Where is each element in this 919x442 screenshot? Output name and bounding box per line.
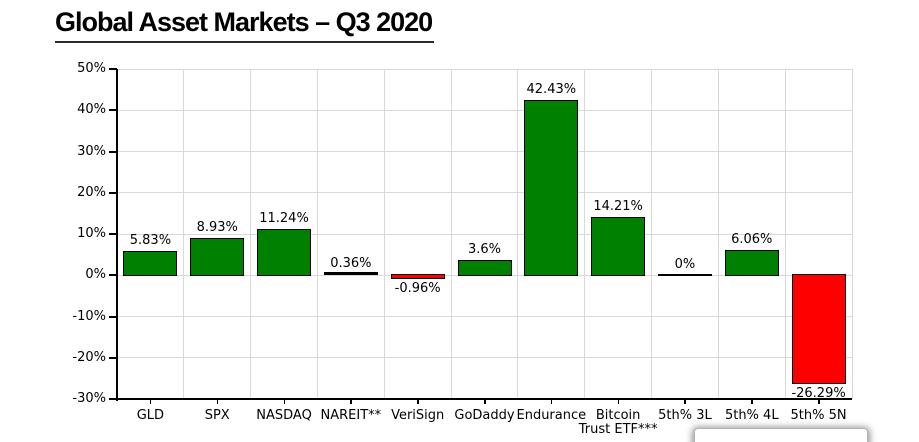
y-axis-tick: [109, 356, 117, 359]
x-category-label: SPX: [204, 408, 230, 423]
bar-value-label: 11.24%: [259, 210, 309, 226]
v-gridline: [517, 69, 519, 399]
bar-value-label: 6.06%: [731, 232, 773, 248]
x-category-label: NAREIT**: [320, 408, 382, 423]
x-axis-tick: [617, 399, 620, 404]
y-axis-label: 20%: [77, 184, 106, 200]
bar-endurance[interactable]: [524, 100, 579, 277]
h-gridline: [117, 357, 852, 359]
bar-gld[interactable]: [123, 251, 178, 277]
bar-spx[interactable]: [190, 238, 245, 277]
y-axis-tick: [109, 233, 117, 235]
v-gridline: [651, 69, 653, 399]
y-axis-label: 30%: [77, 143, 106, 159]
v-gridline: [851, 69, 853, 399]
x-axis-tick: [684, 399, 686, 404]
bar-value-label: 0.36%: [330, 255, 372, 271]
v-gridline: [717, 69, 719, 399]
y-axis-tick: [109, 109, 117, 112]
x-category-label: GLD: [136, 408, 165, 423]
bar-value-label: 0%: [674, 257, 696, 273]
bar-bitcoin-trust-etf[interactable]: [591, 216, 646, 277]
bar-value-label: 8.93%: [196, 220, 238, 236]
chart-title: Global Asset Markets – Q3 2020: [55, 6, 435, 43]
bar-nareit[interactable]: [323, 272, 378, 276]
y-axis-label: -30%: [72, 391, 106, 406]
v-gridline: [250, 69, 252, 399]
y-axis-label: 50%: [77, 61, 106, 76]
y-axis-label: -20%: [72, 349, 106, 365]
bar-godaddy[interactable]: [457, 260, 512, 277]
y-axis-tick: [109, 274, 117, 277]
bar-value-label: -26.29%: [791, 385, 846, 401]
h-gridline: [117, 233, 852, 235]
x-axis-tick: [751, 399, 753, 404]
bar-verisign[interactable]: [390, 274, 445, 280]
x-axis-tick: [149, 399, 152, 404]
x-category-label: GoDaddy: [454, 408, 515, 423]
x-axis-tick: [283, 399, 286, 404]
bar-value-label: -0.96%: [394, 281, 441, 297]
y-axis-tick: [109, 398, 117, 400]
x-axis-tick: [350, 399, 352, 404]
y-axis-tick: [109, 150, 117, 153]
x-axis-tick: [818, 399, 820, 404]
x-category-label: VeriSign: [391, 408, 445, 423]
h-gridline: [117, 151, 852, 152]
x-axis-tick: [484, 399, 486, 404]
y-axis-label: -10%: [72, 308, 106, 324]
bar-value-label: 5.83%: [129, 233, 172, 249]
y-axis-label: 40%: [77, 102, 106, 118]
bar-value-label: 3.6%: [467, 242, 502, 258]
x-category-label: Trust ETF***: [578, 422, 658, 437]
cutoff-tooltip-box: [694, 428, 868, 442]
y-axis-label: 10%: [77, 226, 106, 241]
bar-5th-4l[interactable]: [724, 250, 779, 277]
y-axis-tick: [109, 68, 117, 70]
v-gridline: [784, 69, 786, 399]
x-category-label: 5th% 4L: [724, 408, 779, 423]
y-axis-label: 0%: [85, 267, 106, 283]
bar-value-label: 42.43%: [526, 82, 577, 98]
bar-5th-3l[interactable]: [657, 273, 712, 276]
v-gridline: [183, 69, 185, 399]
y-axis-line: [116, 69, 118, 401]
v-gridline: [383, 69, 385, 399]
h-gridline: [117, 316, 852, 317]
x-category-label: NASDAQ: [256, 408, 312, 423]
x-axis-line: [116, 398, 852, 400]
x-category-label: 5th% 5N: [790, 408, 847, 423]
bar-nasdaq[interactable]: [257, 228, 312, 277]
y-axis-tick: [109, 315, 117, 318]
x-axis-tick: [417, 399, 419, 404]
v-gridline: [450, 69, 452, 399]
h-gridline: [117, 109, 852, 111]
x-axis-tick: [216, 399, 219, 404]
v-gridline: [316, 69, 318, 399]
y-axis-tick: [109, 191, 117, 194]
v-gridline: [584, 69, 586, 399]
h-gridline: [117, 192, 852, 194]
x-category-label: Endurance: [516, 408, 587, 423]
x-category-label: Bitcoin: [595, 408, 641, 423]
x-axis-tick: [550, 399, 553, 404]
bar-5th-5n[interactable]: [791, 274, 846, 384]
bar-value-label: 14.21%: [593, 198, 643, 214]
h-gridline: [117, 68, 852, 70]
x-category-label: 5th% 3L: [658, 408, 712, 423]
